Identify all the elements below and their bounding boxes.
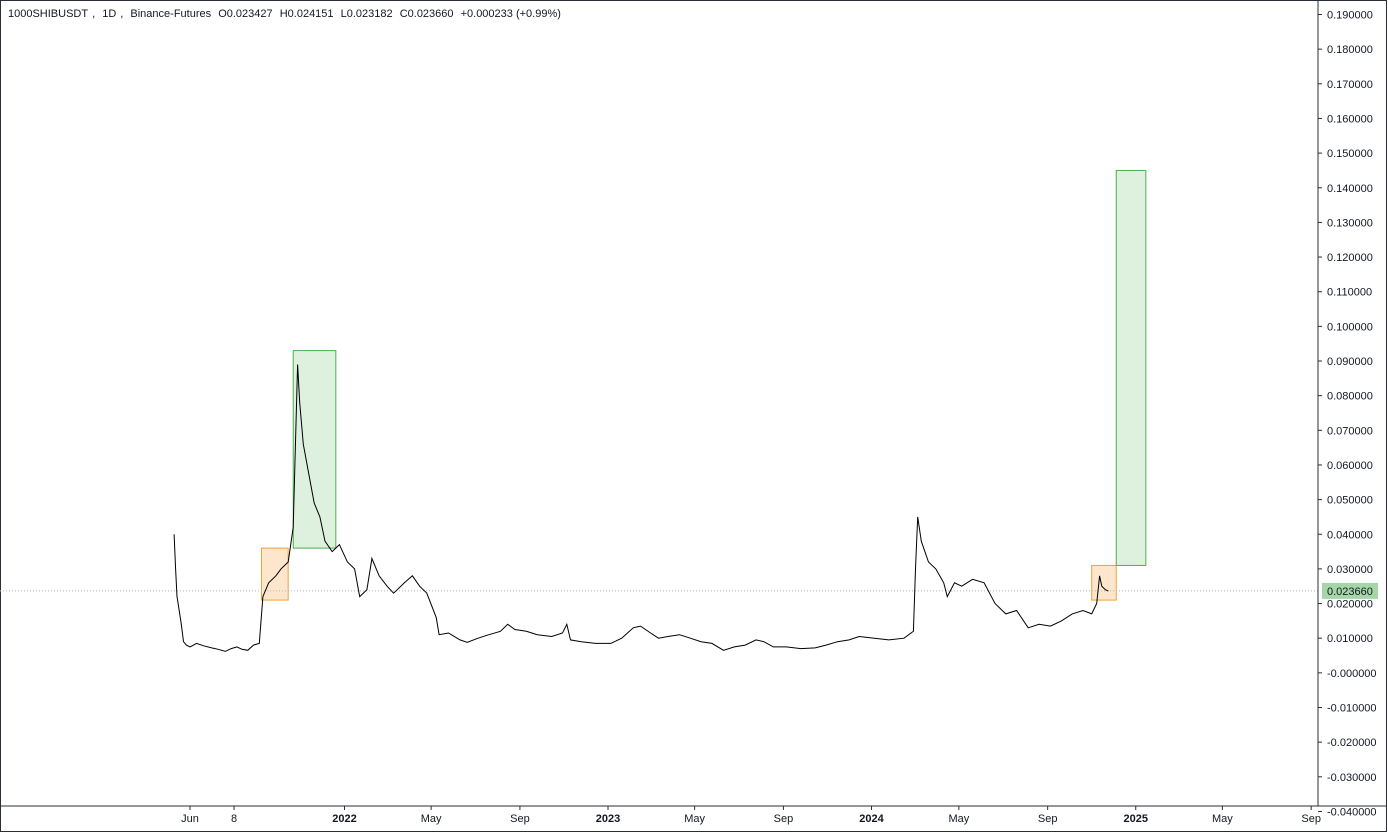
y-tick-label: 0.160000	[1327, 113, 1373, 125]
symbol-name[interactable]: 1000SHIBUSDT	[8, 8, 89, 20]
time-scale[interactable]: Jun 8 2022 May Sep 2023 May Sep 2024 May Sep 2025 Ma…	[181, 806, 1321, 825]
y-tick-label: 0.010000	[1327, 633, 1373, 645]
y-tick-label: 0.030000	[1327, 564, 1373, 576]
target-zone-box[interactable]	[292, 350, 337, 549]
x-tick-label: May	[1212, 813, 1233, 825]
zones-layer	[260, 169, 1147, 601]
y-tick-label: 0.150000	[1327, 148, 1373, 160]
y-tick-label: -0.020000	[1327, 737, 1377, 749]
x-tick-label: Sep	[510, 813, 530, 825]
y-tick-label: 0.110000	[1327, 287, 1372, 299]
y-tick-label: -0.010000	[1327, 703, 1377, 715]
exchange-label: Binance-Futures	[130, 8, 212, 20]
y-tick-label: -0.040000	[1327, 806, 1377, 818]
y-tick-label: 0.070000	[1327, 425, 1373, 437]
x-tick-label: May	[948, 813, 969, 825]
x-tick-label: May	[421, 813, 442, 825]
x-tick-label: Sep	[1038, 813, 1058, 825]
last-price-badge	[1322, 582, 1378, 599]
x-tick-label: Sep	[1301, 813, 1321, 825]
open-value: O0.023427	[218, 8, 273, 20]
y-tick-label: 0.040000	[1327, 529, 1373, 541]
y-tick-label: 0.080000	[1327, 391, 1373, 403]
x-tick-label: 2025	[1123, 813, 1147, 825]
price-line	[173, 364, 1109, 652]
y-tick-label: 0.060000	[1327, 460, 1373, 472]
last-price-badge-layer: 0.023660	[1322, 582, 1378, 599]
y-tick-label: 0.050000	[1327, 495, 1373, 507]
x-tick-label: 2023	[596, 813, 620, 825]
change-value: +0.000233 (+0.99%)	[460, 8, 561, 20]
x-tick-label: 8	[231, 813, 237, 825]
entry-zone-box[interactable]	[260, 547, 289, 601]
y-tick-label: -0.030000	[1327, 772, 1377, 784]
y-tick-label: 0.170000	[1327, 79, 1373, 91]
interval-label[interactable]: 1D	[102, 8, 117, 20]
y-tick-label: 0.180000	[1327, 44, 1373, 56]
close-value: C0.023660	[399, 8, 454, 20]
y-tick-label: 0.140000	[1327, 183, 1373, 195]
last-price-label: 0.023660	[1327, 586, 1373, 598]
target-zone-box[interactable]	[1115, 169, 1147, 566]
x-tick-label: Sep	[774, 813, 794, 825]
entry-zone-box[interactable]	[1091, 564, 1117, 601]
price-scale[interactable]: 0.190000 0.180000 0.170000 0.160000 0.150000…	[1318, 10, 1377, 819]
x-tick-label: Jun	[181, 813, 199, 825]
y-tick-label: 0.130000	[1327, 217, 1373, 229]
y-tick-label: 0.100000	[1327, 321, 1373, 333]
x-tick-label: 2022	[332, 813, 356, 825]
high-value: H0.024151	[279, 8, 334, 20]
x-tick-label: May	[684, 813, 705, 825]
symbol-legend: 1000SHIBUSDT, 1D, Binance-Futures O0.023…	[8, 8, 561, 20]
y-tick-label: 0.020000	[1327, 599, 1373, 611]
y-tick-label: 0.120000	[1327, 252, 1373, 264]
y-tick-label: -0.000000	[1327, 668, 1377, 680]
y-tick-label: 0.090000	[1327, 356, 1373, 368]
y-tick-label: 0.190000	[1327, 10, 1373, 22]
low-value: L0.023182	[340, 8, 393, 20]
x-tick-label: 2024	[859, 813, 884, 825]
